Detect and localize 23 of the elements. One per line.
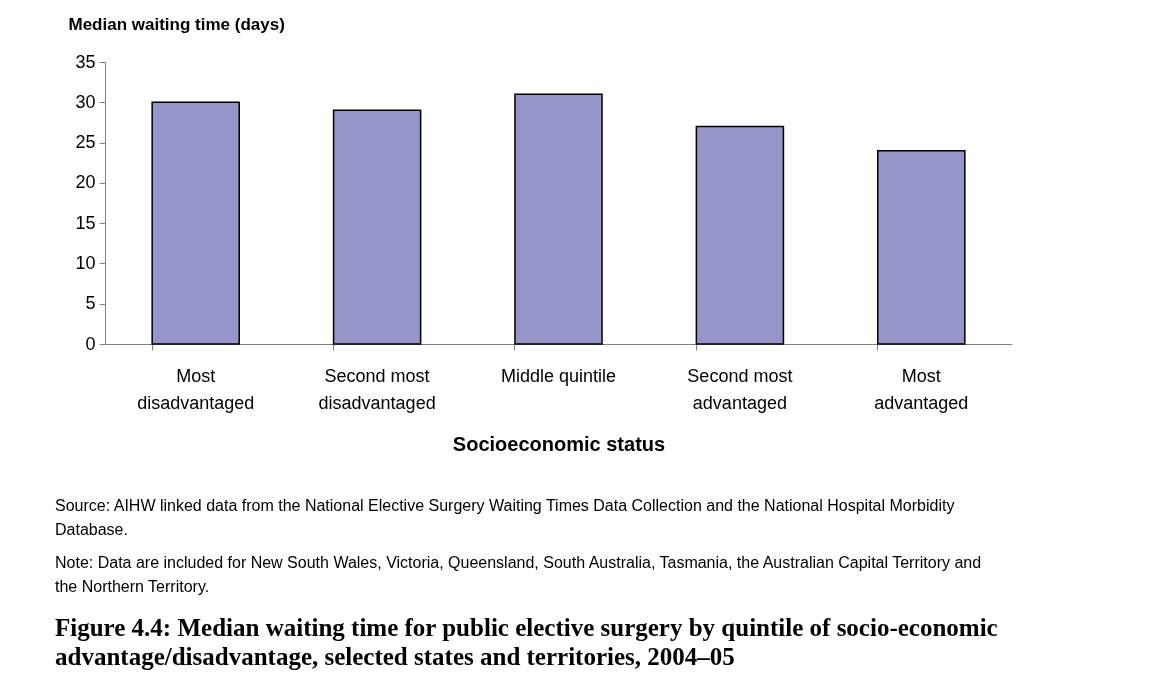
x-tick-label: Most advantaged [874,365,969,413]
y-tick-label: 35 [75,51,96,72]
y-axis-title: Median waiting time (days) [68,14,285,34]
x-axis-title: Socioeconomic status [452,432,666,455]
x-tick-label: Most disadvantaged [137,365,255,413]
y-tick-label: 5 [85,293,96,314]
text: Figure 4.4: Median waiting time for public elective surgery by quintile of socio-economic advantage/disadvantage, selected states and territories, 2004–05 [55,614,998,670]
text: Note: Data are included for New South Wales, Victoria, Queensland, South Australia, Tasmania, the Australian Capital Territory and the Northern Territory. [55,554,982,595]
y-tick-label: 30 [75,91,96,112]
bar [332,109,422,345]
bar [514,93,603,345]
x-tick-label: Middle quintile [500,365,617,386]
bar [151,101,240,345]
bar [695,125,785,345]
y-tick-label: 10 [75,252,96,273]
bar [877,149,966,345]
y-tick-label: 25 [75,132,96,153]
x-tick-label: Second most advantaged [687,365,793,413]
y-tick-label: 15 [75,212,96,233]
y-tick-label: 0 [85,333,96,354]
x-tick-label: Second most disadvantaged [318,365,436,413]
source-note: Source: AIHW linked data from the National Elective Surgery Waiting Times Data Collection and the National Hospital Morbidity Database. [55,497,955,538]
y-tick-label: 20 [75,172,96,193]
